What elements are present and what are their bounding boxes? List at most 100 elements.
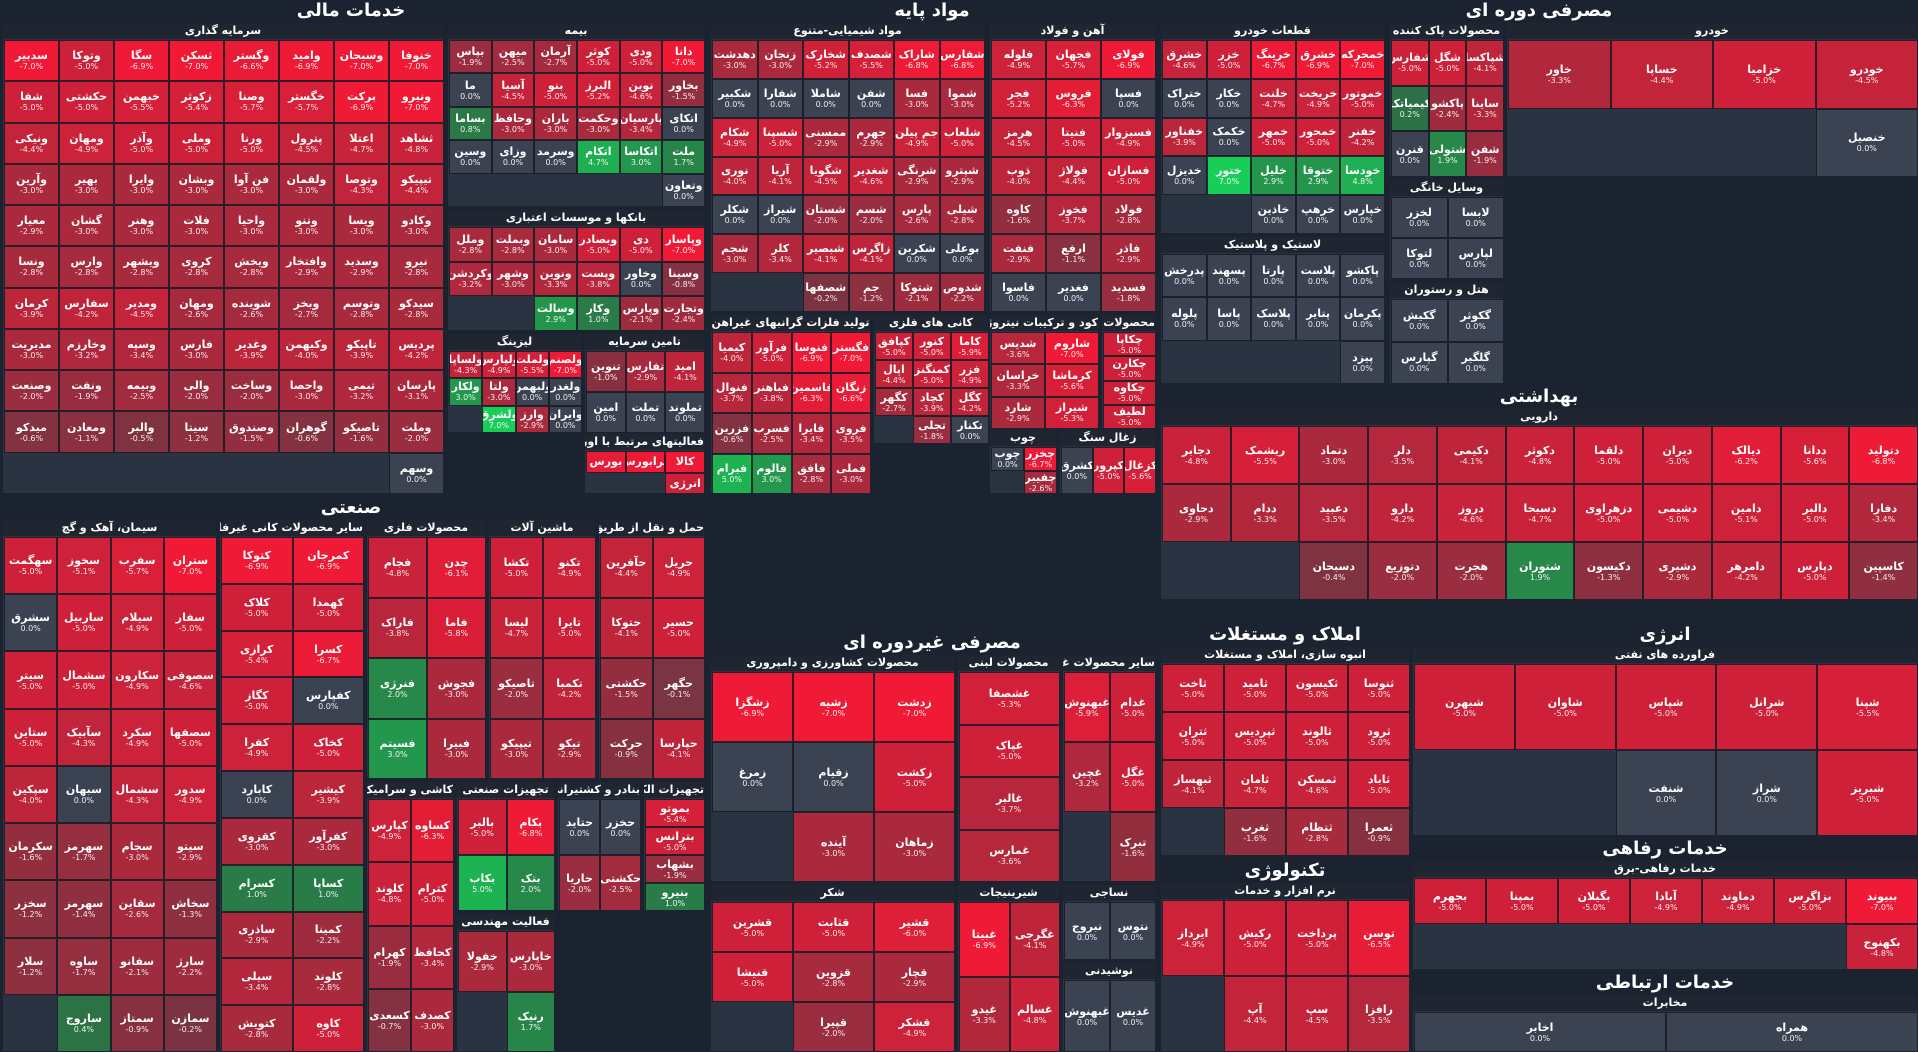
stock-tile[interactable]: ولصنم -7.0%: [548, 351, 581, 379]
stock-tile[interactable]: خبهمن -5.5%: [114, 81, 169, 123]
stock-tile[interactable]: دکیسون -1.3%: [1574, 542, 1644, 599]
stock-tile[interactable]: فافق -2.8%: [791, 453, 832, 493]
stock-tile[interactable]: سیدکو -2.8%: [389, 287, 443, 329]
stock-tile[interactable]: شفارا 0.0%: [757, 78, 803, 118]
stock-tile[interactable]: ختراک 0.0%: [1162, 78, 1207, 118]
stock-tile[interactable]: جم -1.2%: [848, 273, 894, 311]
stock-tile[interactable]: بشهاب -1.9%: [645, 855, 704, 883]
stock-tile[interactable]: وصندوق -1.5%: [224, 411, 279, 453]
stock-tile[interactable]: ومدیر -4.5%: [114, 287, 169, 329]
stock-tile[interactable]: ویسا -3.0%: [334, 205, 389, 247]
stock-tile[interactable]: غیدو -3.3%: [959, 977, 1010, 1051]
stock-tile[interactable]: هرمز -4.5%: [991, 117, 1046, 157]
stock-tile[interactable]: کیمیاتک0.2%: [1391, 85, 1429, 132]
stock-tile[interactable]: وصنعت -2.0%: [4, 370, 59, 412]
stock-tile[interactable]: سپکین -4.0%: [4, 765, 58, 824]
stock-tile[interactable]: تکشا -5.0%: [490, 537, 543, 598]
stock-tile[interactable]: شدوص -2.2%: [939, 273, 984, 311]
stock-tile[interactable]: وارز -2.9%: [515, 405, 549, 432]
stock-tile[interactable]: خفناور -3.9%: [1162, 117, 1207, 157]
stock-tile[interactable]: حکشتی -1.5%: [600, 658, 653, 719]
stock-tile[interactable]: فجر -5.2%: [991, 78, 1046, 118]
stock-tile[interactable]: گکیش 0.0%: [1391, 299, 1448, 342]
stock-tile[interactable]: پکرمان 0.0%: [1340, 297, 1384, 341]
stock-tile[interactable]: کیشیر -3.9%: [292, 771, 363, 818]
stock-tile[interactable]: اتکاسا 3.0%: [619, 140, 663, 174]
stock-tile[interactable]: مدیریت -3.0%: [4, 328, 59, 371]
stock-tile[interactable]: فروس -6.3%: [1046, 78, 1101, 118]
stock-tile[interactable]: وسین 0.0%: [449, 140, 492, 174]
stock-tile[interactable]: زماهان -3.0%: [874, 812, 954, 881]
stock-tile[interactable]: شرانل -5.0%: [1716, 664, 1818, 750]
stock-tile[interactable]: تنوین -1.0%: [586, 351, 626, 392]
stock-tile[interactable]: بکام -6.8%: [506, 799, 554, 855]
stock-tile[interactable]: نیرو -2.8%: [389, 246, 443, 288]
stock-tile[interactable]: سشمال -5.0%: [57, 651, 111, 709]
stock-tile[interactable]: سخزر -1.2%: [4, 880, 58, 938]
stock-tile[interactable]: ثامید -5.0%: [1224, 664, 1286, 712]
stock-tile[interactable]: کلر -3.4%: [757, 234, 803, 274]
stock-tile[interactable]: خاور -3.3%: [1508, 40, 1611, 109]
stock-tile[interactable]: ثسکن -7.0%: [169, 40, 224, 82]
stock-tile[interactable]: بتک 2.0%: [506, 855, 554, 910]
stock-tile[interactable]: سقاین -2.6%: [110, 880, 164, 938]
stock-tile[interactable]: پارتا 0.0%: [1251, 254, 1296, 298]
stock-tile[interactable]: خشرق -6.9%: [1295, 40, 1341, 79]
stock-tile[interactable]: بکاب 5.0%: [458, 855, 507, 910]
stock-tile[interactable]: دکیمی -4.1%: [1436, 426, 1506, 484]
stock-tile[interactable]: ولملت -5.5%: [515, 351, 549, 379]
stock-tile[interactable]: بکهنوج -4.8%: [1846, 924, 1917, 969]
stock-tile[interactable]: شفارس-5.0%: [1391, 40, 1429, 86]
stock-tile[interactable]: نتوس 0.0%: [1110, 902, 1155, 959]
stock-tile[interactable]: ودی -5.0%: [619, 40, 663, 74]
stock-tile[interactable]: زشیه -7.0%: [793, 672, 874, 742]
stock-tile[interactable]: فجهان -5.7%: [1046, 40, 1101, 79]
stock-tile[interactable]: شرنگی -2.9%: [894, 156, 940, 196]
stock-tile[interactable]: وبملت -2.8%: [491, 227, 535, 262]
stock-tile[interactable]: سهرمز -1.4%: [57, 880, 111, 938]
stock-tile[interactable]: گلگیر 0.0%: [1447, 341, 1503, 383]
stock-tile[interactable]: ولپارس-4.9%: [482, 351, 516, 379]
stock-tile[interactable]: میدکو -0.6%: [4, 411, 59, 453]
stock-tile[interactable]: ثتران -5.0%: [1162, 712, 1224, 760]
stock-tile[interactable]: ددانا -5.6%: [1780, 426, 1850, 484]
stock-tile[interactable]: دیالک -6.2%: [1711, 426, 1781, 484]
stock-tile[interactable]: شفارس -6.8%: [939, 40, 984, 79]
stock-tile[interactable]: خلنت -4.7%: [1251, 78, 1296, 118]
stock-tile[interactable]: اخابر 0.0%: [1414, 1012, 1666, 1051]
stock-tile[interactable]: بموتو -5.4%: [645, 799, 704, 827]
stock-tile[interactable]: سلار -1.2%: [4, 937, 58, 995]
stock-tile[interactable]: خفولا -2.9%: [458, 931, 507, 992]
stock-tile[interactable]: فبیرا -3.0%: [427, 718, 485, 778]
stock-tile[interactable]: حپارسا -4.1%: [652, 718, 704, 778]
stock-tile[interactable]: زشگزا -6.9%: [712, 672, 793, 742]
stock-tile[interactable]: واحصا -3.0%: [279, 370, 334, 412]
stock-tile[interactable]: چکاوه -5.0%: [1103, 380, 1155, 405]
stock-tile[interactable]: شبصیر -4.1%: [803, 234, 849, 274]
stock-tile[interactable]: دسبحان -0.4%: [1299, 542, 1369, 599]
stock-tile[interactable]: قنرن 0.0%: [1391, 131, 1429, 176]
stock-tile[interactable]: تکمبا -4.2%: [543, 658, 595, 719]
stock-tile[interactable]: خکار 0.0%: [1206, 78, 1252, 118]
stock-tile[interactable]: شجم -3.0%: [712, 234, 758, 274]
stock-tile[interactable]: تملت 0.0%: [625, 392, 666, 432]
stock-tile[interactable]: خمحرکه -7.0%: [1340, 40, 1384, 79]
stock-tile[interactable]: شفن -1.9%: [1466, 131, 1503, 176]
stock-tile[interactable]: حآفرین -4.4%: [600, 537, 653, 598]
stock-tile[interactable]: کترام -5.0%: [411, 862, 453, 926]
stock-tile[interactable]: وافتخار -2.9%: [279, 246, 334, 288]
stock-tile[interactable]: غبهنوش -5.9%: [1064, 672, 1110, 742]
stock-tile[interactable]: فنیتا -5.0%: [1046, 117, 1101, 157]
stock-tile[interactable]: وتجارت -2.4%: [662, 296, 704, 330]
stock-tile[interactable]: شبریز -5.0%: [1817, 750, 1917, 835]
stock-tile[interactable]: شاوان -5.0%: [1514, 664, 1616, 750]
stock-tile[interactable]: ثشاهد -4.8%: [389, 122, 443, 164]
stock-tile[interactable]: چدن -6.1%: [427, 537, 485, 598]
stock-tile[interactable]: ونسا -2.8%: [4, 246, 59, 288]
stock-tile[interactable]: زاگرس -4.1%: [848, 234, 894, 274]
stock-tile[interactable]: زکشت -5.0%: [874, 742, 954, 812]
stock-tile[interactable]: زمرغ 0.0%: [712, 742, 793, 812]
stock-tile[interactable]: ختوقا 2.9%: [1295, 156, 1341, 196]
stock-tile[interactable]: وسینا -0.8%: [662, 261, 704, 297]
stock-tile[interactable]: ثغرب -1.6%: [1224, 808, 1286, 855]
